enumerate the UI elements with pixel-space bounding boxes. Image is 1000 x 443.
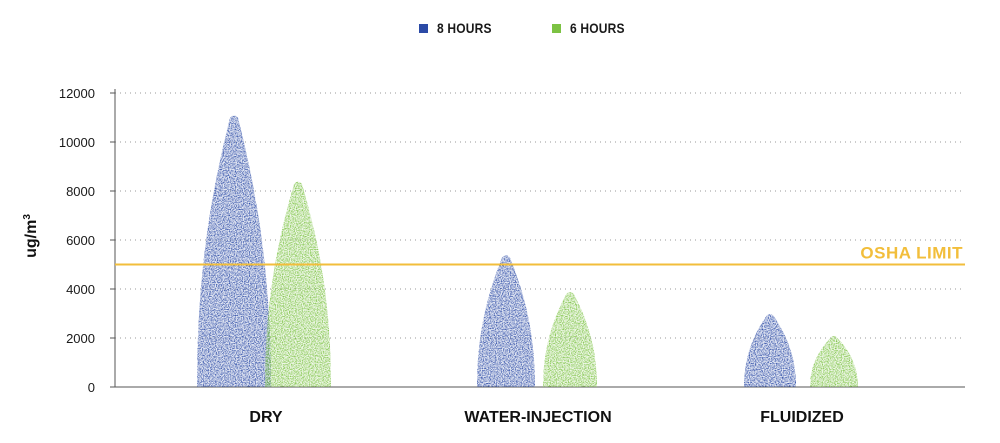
bar-8-hours-fluidized [744,314,796,387]
legend: 8 HOURS 6 HOURS [0,20,1000,40]
y-tick-label: 2000 [66,331,95,346]
osha-limit-label: OSHA LIMIT [860,244,963,263]
bar-8-hours-dry [197,115,271,388]
legend-item-6-hours: 6 HOURS [552,20,634,36]
y-tick-label: 6000 [66,233,95,248]
osha-limit: OSHA LIMIT [115,244,965,266]
bar-6-hours-dry [265,181,331,387]
y-tick-label: 12000 [59,86,95,101]
bar-6-hours-water-injection [543,291,597,387]
gridlines [115,92,965,339]
bars [197,115,858,388]
legend-item-8-hours: 8 HOURS [419,20,501,36]
y-axis-ticks: 0 2000 4000 6000 8000 10000 12000 [59,86,115,395]
legend-swatch-6-hours [552,23,561,33]
bar-8-hours-water-injection [477,255,535,387]
category-label-water-injection: WATER-INJECTION [464,409,611,426]
y-tick-label: 4000 [66,282,95,297]
legend-swatch-8-hours [419,23,428,33]
y-tick-label: 0 [88,380,95,395]
category-label-fluidized: FLUIDIZED [760,409,844,426]
category-labels: DRY WATER-INJECTION FLUIDIZED [249,409,843,426]
y-tick-label: 10000 [59,135,95,150]
y-axis-label-text: ug/m [23,220,40,258]
bar-6-hours-fluidized [810,336,858,387]
y-axis-label: ug/m3 [22,214,40,258]
legend-label-6-hours: 6 HOURS [570,20,625,36]
y-axis-label-superscript: 3 [22,214,33,220]
category-label-dry: DRY [249,409,283,426]
y-tick-label: 8000 [66,184,95,199]
legend-label-8-hours: 8 HOURS [437,20,492,36]
